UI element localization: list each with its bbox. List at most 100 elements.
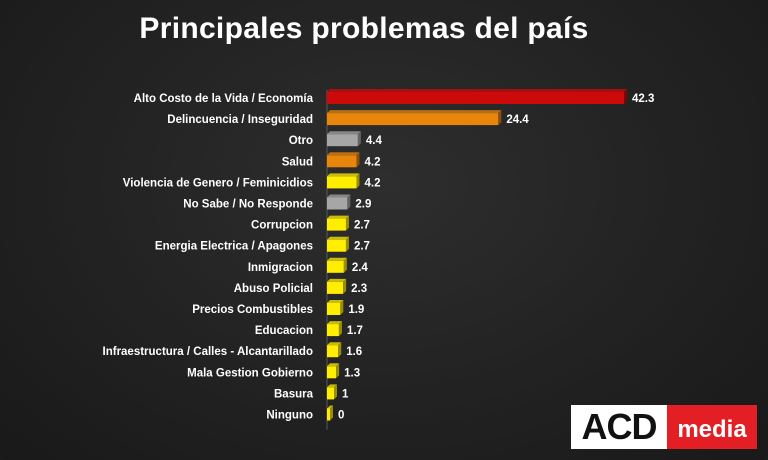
bar-row: Otro 4.4 bbox=[289, 131, 383, 147]
bar bbox=[327, 303, 341, 315]
bar-top-face bbox=[327, 236, 349, 240]
value-label: 4.2 bbox=[364, 177, 380, 189]
category-label: Energia Electrica / Apagones bbox=[155, 241, 313, 253]
bar bbox=[327, 155, 357, 168]
bar-top-face bbox=[327, 131, 361, 135]
bar-side-face bbox=[334, 384, 338, 400]
value-label: 0 bbox=[338, 410, 344, 422]
bar-top-face bbox=[327, 342, 342, 346]
bar-row: Basura 1 bbox=[274, 384, 349, 400]
bar bbox=[327, 260, 344, 273]
value-label: 1.6 bbox=[346, 346, 362, 358]
bar-top-face bbox=[327, 278, 347, 282]
value-label: 1.7 bbox=[347, 325, 363, 337]
bar-side-face bbox=[338, 342, 342, 358]
bar bbox=[327, 324, 339, 337]
bar-row: Infraestructura / Calles - Alcantarillad… bbox=[103, 342, 362, 358]
category-label: Corrupcion bbox=[251, 220, 313, 232]
bar bbox=[327, 281, 344, 294]
value-label: 24.4 bbox=[506, 114, 529, 126]
bar bbox=[327, 113, 499, 126]
bar-row: Violencia de Genero / Feminicidios 4.2 bbox=[123, 173, 380, 189]
bar-row: Salud 4.2 bbox=[282, 152, 380, 168]
bar-row: No Sabe / No Responde 2.9 bbox=[183, 194, 371, 211]
bar-side-face bbox=[356, 152, 360, 168]
category-label: Abuso Policial bbox=[234, 283, 313, 295]
category-label: Salud bbox=[282, 156, 313, 168]
value-label: 2.3 bbox=[351, 283, 367, 295]
bar-top-face bbox=[327, 405, 333, 409]
bar-side-face bbox=[498, 110, 502, 126]
bar-row: Energia Electrica / Apagones 2.7 bbox=[155, 236, 370, 253]
value-label: 4.2 bbox=[364, 156, 380, 168]
value-label: 2.7 bbox=[354, 241, 370, 253]
bar-side-face bbox=[345, 236, 349, 252]
bar-top-face bbox=[327, 257, 347, 261]
bar-row: Alto Costo de la Vida / Economía 42.3 bbox=[134, 89, 654, 105]
value-label: 1.9 bbox=[348, 304, 364, 316]
bar-top-face bbox=[327, 110, 502, 114]
logo-media-text: media bbox=[667, 405, 757, 449]
value-label: 4.4 bbox=[366, 135, 383, 147]
category-label: Otro bbox=[289, 135, 313, 147]
bar-side-face bbox=[343, 278, 347, 294]
bar-top-face bbox=[327, 300, 344, 303]
bar bbox=[327, 366, 337, 379]
category-label: Alto Costo de la Vida / Economía bbox=[134, 93, 314, 105]
category-label: No Sabe / No Responde bbox=[183, 199, 313, 211]
bar-top-face bbox=[327, 363, 340, 367]
value-label: 2.9 bbox=[355, 199, 371, 211]
bar bbox=[327, 239, 346, 252]
bar bbox=[327, 134, 358, 147]
bar-side-face bbox=[330, 405, 333, 421]
bar-side-face bbox=[357, 131, 361, 147]
logo-acd-text: ACD bbox=[571, 405, 667, 449]
category-label: Delincuencia / Inseguridad bbox=[167, 114, 313, 126]
bar-row: Abuso Policial 2.3 bbox=[234, 278, 367, 295]
bar-row: Delincuencia / Inseguridad 24.4 bbox=[167, 110, 529, 126]
bar-side-face bbox=[336, 363, 340, 379]
bar-top-face bbox=[327, 321, 342, 325]
chart-title: Principales problemas del país bbox=[139, 12, 589, 45]
category-label: Precios Combustibles bbox=[192, 304, 313, 316]
bar bbox=[327, 92, 624, 104]
bar bbox=[327, 176, 357, 189]
acd-media-logo: ACD media bbox=[571, 405, 757, 449]
bar bbox=[327, 345, 339, 358]
value-label: 1 bbox=[342, 388, 349, 400]
bar-side-face bbox=[345, 215, 349, 231]
bar-side-face bbox=[624, 89, 627, 104]
bar bbox=[327, 408, 330, 421]
bar-top-face bbox=[327, 89, 627, 92]
bar-side-face bbox=[338, 321, 342, 337]
category-label: Inmigracion bbox=[248, 262, 313, 274]
bar-row: Inmigracion 2.4 bbox=[248, 257, 369, 274]
category-label: Ninguno bbox=[266, 410, 313, 422]
bar-top-face bbox=[327, 152, 360, 156]
bar-row: Precios Combustibles 1.9 bbox=[192, 300, 364, 316]
bar bbox=[327, 218, 346, 231]
category-label: Violencia de Genero / Feminicidios bbox=[123, 177, 313, 189]
value-label: 42.3 bbox=[632, 93, 654, 105]
bar bbox=[327, 197, 348, 210]
category-label: Mala Gestion Gobierno bbox=[187, 367, 313, 379]
category-label: Basura bbox=[274, 388, 314, 400]
bar-side-face bbox=[356, 173, 360, 189]
value-label: 2.4 bbox=[352, 262, 369, 274]
bar bbox=[327, 387, 335, 400]
value-label: 1.3 bbox=[344, 367, 360, 379]
bar-row: Educacion 1.7 bbox=[255, 321, 363, 337]
bar-row: Corrupcion 2.7 bbox=[251, 215, 370, 232]
bar-row: Mala Gestion Gobierno 1.3 bbox=[187, 363, 360, 379]
bar-top-face bbox=[327, 173, 360, 177]
bar-side-face bbox=[347, 194, 351, 210]
bar-side-face bbox=[343, 257, 347, 273]
value-label: 2.7 bbox=[354, 220, 370, 232]
bar-top-face bbox=[327, 384, 338, 388]
bar-top-face bbox=[327, 194, 351, 198]
bar-side-face bbox=[340, 300, 344, 315]
category-label: Infraestructura / Calles - Alcantarillad… bbox=[103, 346, 313, 358]
category-label: Educacion bbox=[255, 325, 313, 337]
